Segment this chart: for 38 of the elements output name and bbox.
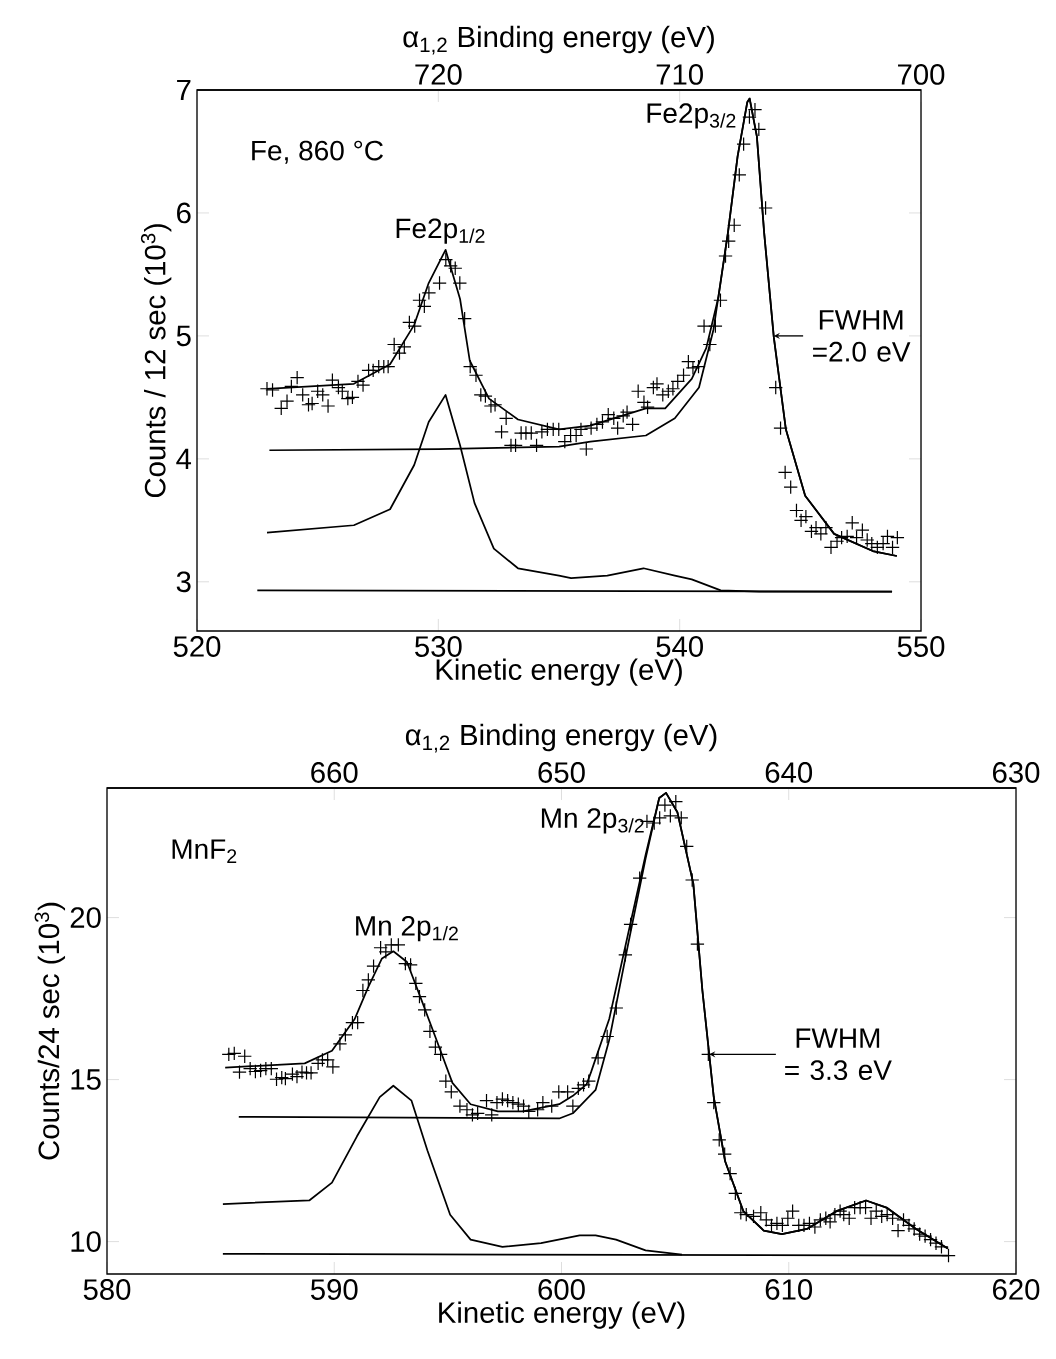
annotation: Mn 2p$_{1/2}$ xyxy=(356,915,458,942)
annotation: Mn 2p$_{3/2}$ xyxy=(541,808,644,834)
annotation: FWHM = 3.3 eV xyxy=(785,1028,892,1081)
y-tick-label: 10 xyxy=(71,1231,101,1252)
x2-tick-label: 720 xyxy=(415,64,462,85)
x-tick-label: 600 xyxy=(538,1279,585,1300)
x2-tick-label: 700 xyxy=(898,64,945,85)
x2-tick-label: 640 xyxy=(765,762,813,783)
annotation: FWHM =2.0 eV xyxy=(813,310,911,362)
x-tick-label: 620 xyxy=(993,1279,1040,1300)
y-tick-label: 4 xyxy=(176,448,192,469)
x2-tick-label: 630 xyxy=(993,762,1040,783)
x-tick-label: 610 xyxy=(765,1279,813,1300)
x-tick-label: 550 xyxy=(897,636,945,657)
y-axis-title: Counts/24 sec (10$^{3}$) xyxy=(34,902,66,1160)
annotation: MnF$_{2}$ xyxy=(172,839,237,863)
x-axis-title: Kinetic energy (eV) xyxy=(439,1301,685,1329)
y-tick-label: 5 xyxy=(176,325,191,347)
y-tick-label: 3 xyxy=(176,571,191,593)
x-tick-label: 590 xyxy=(310,1279,358,1300)
y-tick-label: 20 xyxy=(70,907,101,928)
x2-axis-title: α$_{1,2}$ Binding energy (eV) xyxy=(403,25,714,55)
x-tick-label: 540 xyxy=(656,636,703,657)
annotation: Fe2p$_{1/2}$ xyxy=(396,218,485,244)
annotation: Fe2p$_{3/2}$ xyxy=(647,103,736,129)
x-axis-title: Kinetic energy (eV) xyxy=(436,658,682,686)
x2-tick-label: 710 xyxy=(656,64,703,85)
x-tick-label: 520 xyxy=(173,636,221,657)
annotation: Fe, 860 °C xyxy=(252,140,383,164)
x2-tick-label: 660 xyxy=(311,762,358,783)
y-tick-label: 15 xyxy=(71,1069,101,1090)
y-tick-label: 6 xyxy=(177,202,191,224)
x-tick-label: 580 xyxy=(83,1279,131,1300)
y-tick-label: 7 xyxy=(177,79,191,101)
x-tick-label: 530 xyxy=(415,636,462,657)
x2-tick-label: 650 xyxy=(538,762,585,783)
y-axis-title: Counts / 12 sec (10$^{3}$) xyxy=(140,224,172,498)
x2-axis-title: α$_{1,2}$ Binding energy (eV) xyxy=(405,723,717,753)
